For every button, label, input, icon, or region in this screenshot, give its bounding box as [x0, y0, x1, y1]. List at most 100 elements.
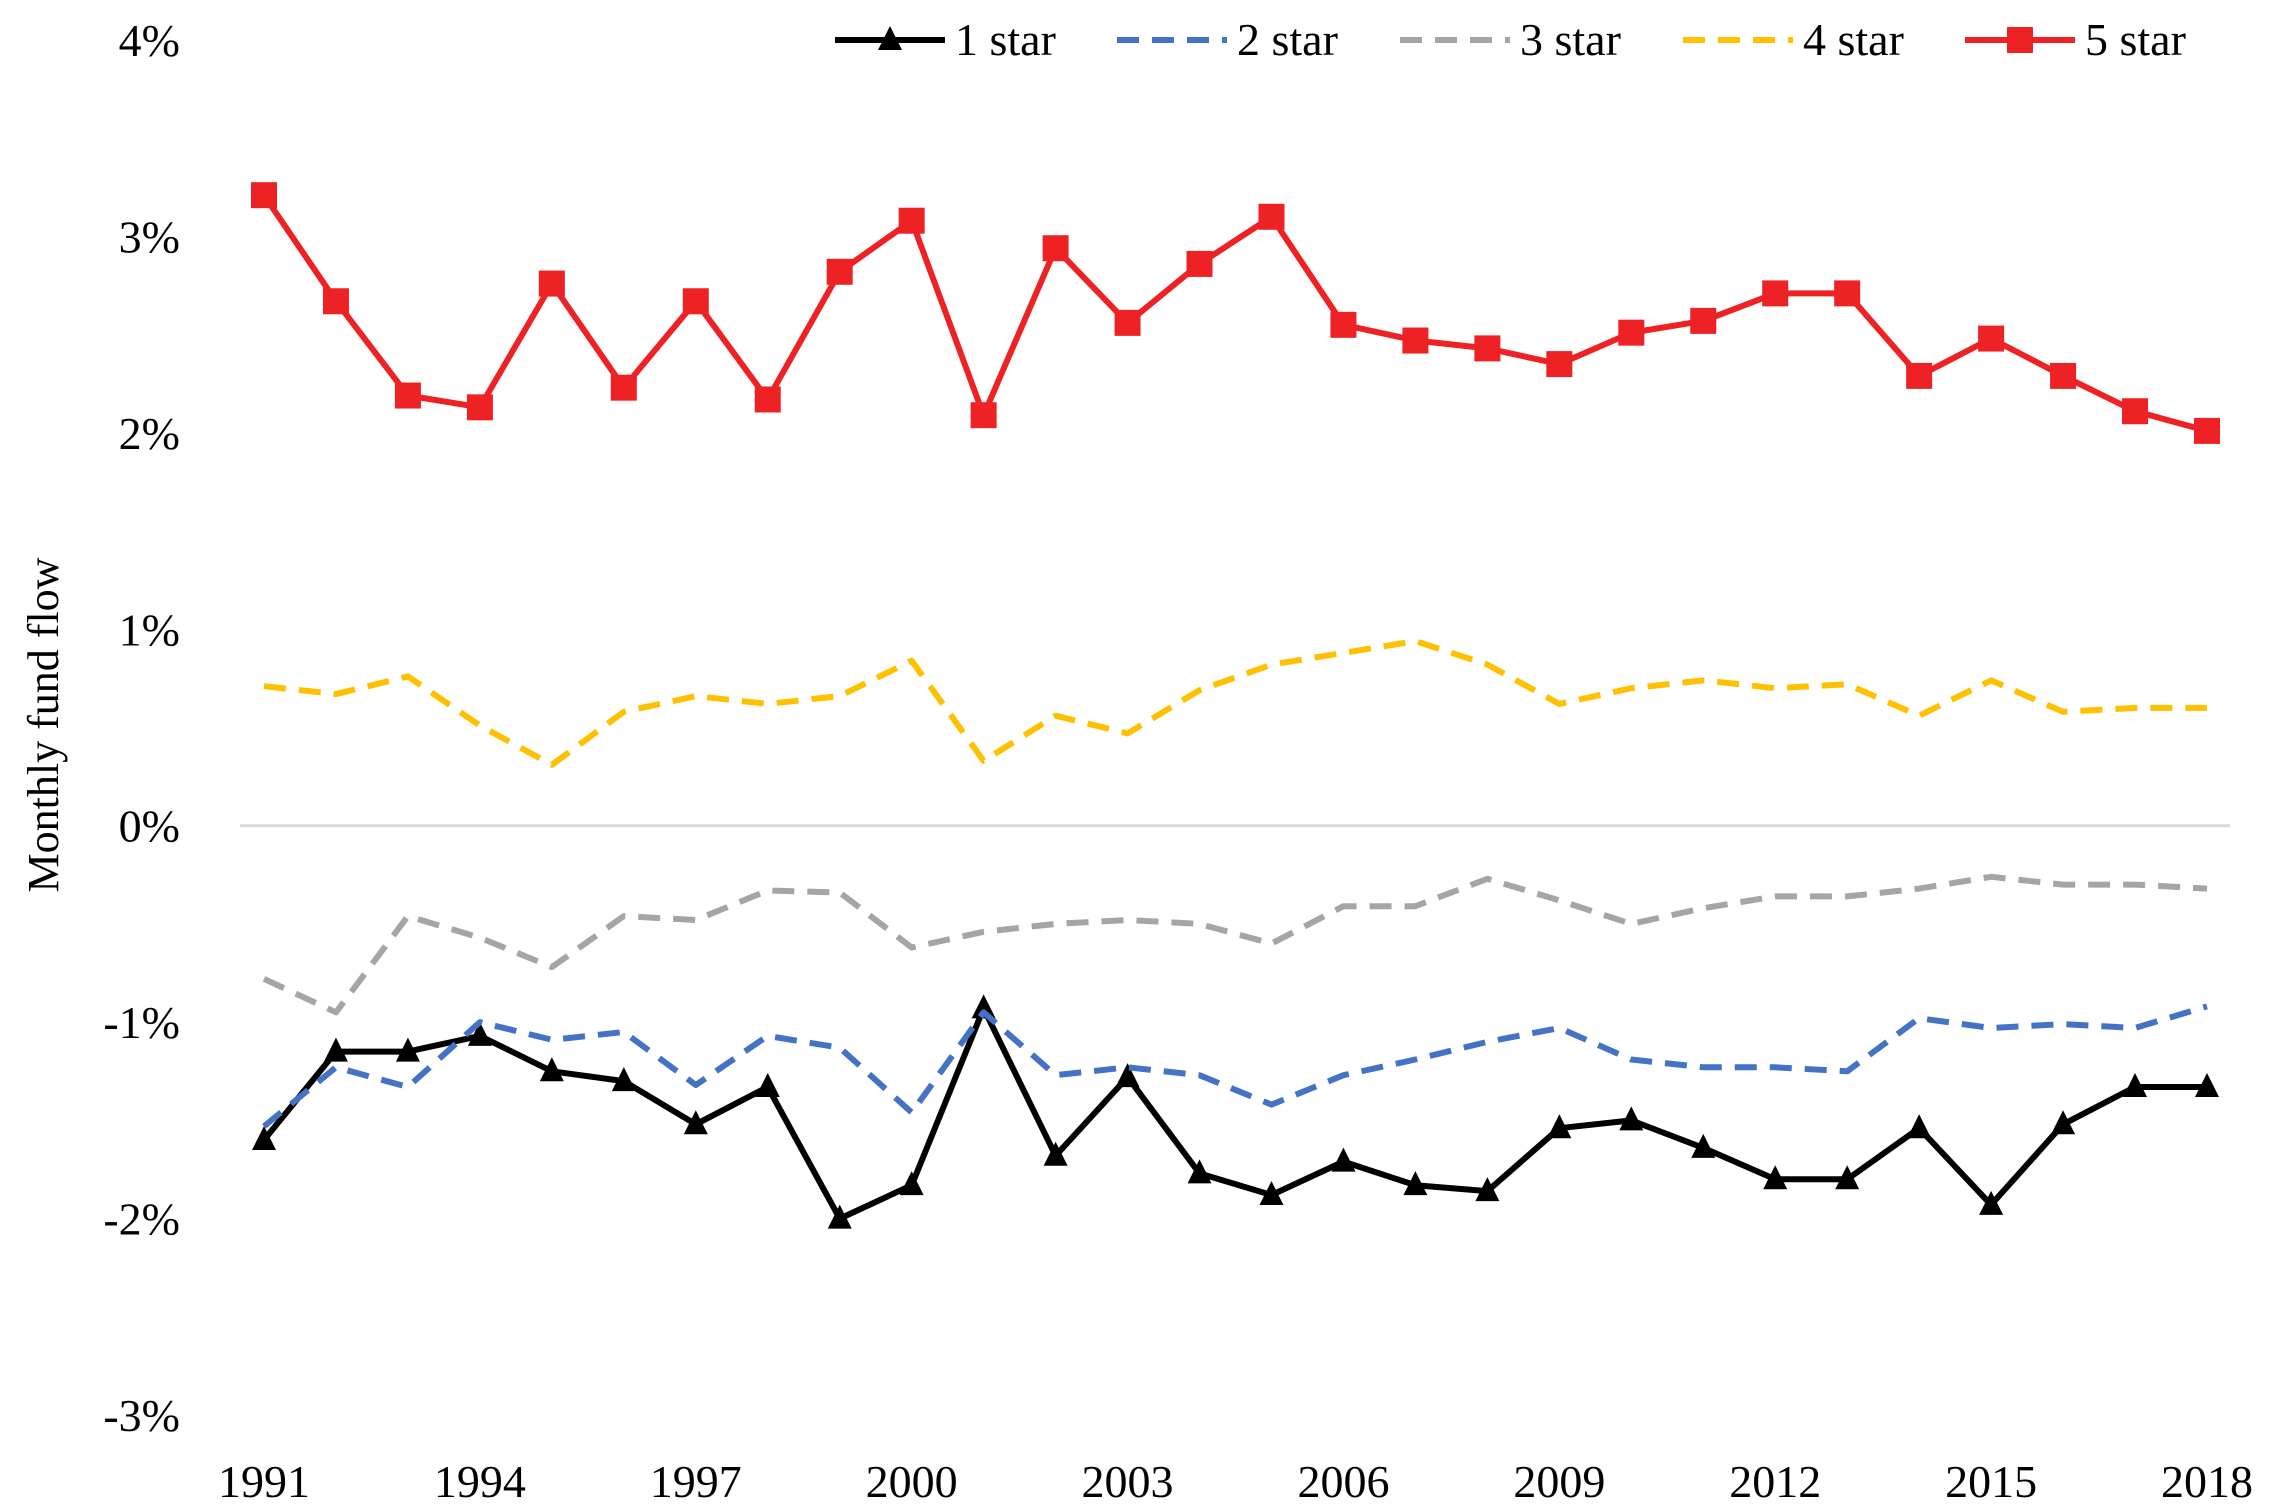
data-point [755, 1072, 780, 1097]
data-point [1618, 319, 1645, 346]
x-tick-label: 2009 [1513, 1456, 1605, 1507]
series-1-group [252, 994, 2219, 1229]
x-tick-label: 1994 [434, 1456, 526, 1507]
data-point [394, 382, 421, 409]
data-point [827, 1204, 852, 1229]
series-5-group [251, 182, 2220, 444]
data-point [2051, 1110, 2076, 1135]
legend-label: 4 star [1803, 14, 1904, 65]
data-point [1258, 203, 1285, 230]
data-point [2195, 1072, 2219, 1097]
data-point [1474, 335, 1501, 362]
data-point [2122, 398, 2149, 425]
data-point [1546, 351, 1573, 378]
data-point [1762, 280, 1789, 307]
data-point [467, 1021, 492, 1046]
series-3-group [262, 873, 2208, 1016]
legend-label: 1 star [955, 14, 1056, 65]
data-point [898, 207, 925, 234]
x-tick-label: 2018 [2161, 1456, 2253, 1507]
data-point [899, 1171, 924, 1196]
y-tick-label: 0% [119, 801, 180, 852]
data-point [1043, 1141, 1068, 1166]
data-point [826, 258, 853, 285]
data-point [1475, 1177, 1500, 1202]
x-tick-label: 2006 [1297, 1456, 1389, 1507]
y-axis-title: Monthly fund flow [19, 557, 68, 892]
legend-item: 1 star [835, 14, 1056, 65]
legend-label: 5 star [2085, 14, 2186, 65]
data-point [1114, 309, 1141, 336]
y-tick-label: 1% [119, 604, 180, 655]
data-point [1402, 327, 1429, 354]
data-point [1835, 1165, 1860, 1190]
x-tick-label: 2000 [866, 1456, 958, 1507]
data-point [1978, 325, 2005, 352]
data-point [1834, 280, 1861, 307]
data-point [2194, 417, 2220, 444]
legend-marker [2007, 27, 2033, 53]
x-tick-label: 1997 [650, 1456, 742, 1507]
legend-label: 2 star [1237, 14, 1338, 65]
data-point [1259, 1181, 1284, 1205]
data-point [1979, 1190, 2004, 1215]
y-tick-label: 3% [119, 211, 180, 262]
series-line [261, 193, 2208, 434]
y-tick-label: 2% [119, 408, 180, 459]
data-point [322, 288, 349, 315]
data-point [1691, 1133, 1716, 1158]
data-point [611, 1067, 636, 1092]
data-point [970, 402, 997, 429]
legend-item: 2 star [1117, 14, 1338, 65]
y-tick-label: -3% [103, 1390, 180, 1441]
data-point [395, 1037, 420, 1062]
x-tick-label: 2003 [1082, 1456, 1174, 1507]
data-point [1403, 1171, 1428, 1196]
data-point [754, 386, 781, 413]
x-tick-label: 2012 [1729, 1456, 1821, 1507]
series-line [263, 638, 2207, 768]
data-point [610, 374, 637, 401]
data-point [682, 288, 709, 315]
data-point [683, 1110, 708, 1135]
data-point [1187, 1159, 1212, 1184]
legend-item: 3 star [1400, 14, 1621, 65]
data-point [251, 182, 277, 209]
data-point [1042, 235, 1069, 262]
x-tick-label: 1991 [218, 1456, 310, 1507]
series-line [261, 1005, 2207, 1222]
data-point [1906, 362, 1933, 389]
data-point [1690, 307, 1717, 334]
data-point [1547, 1114, 1572, 1139]
series-line [262, 1003, 2208, 1129]
y-tick-label: 4% [119, 15, 180, 66]
data-point [1186, 250, 1213, 277]
y-tick-label: -2% [103, 1194, 180, 1245]
legend-item: 5 star [1965, 14, 2186, 65]
series-4-group [263, 638, 2207, 768]
x-tick-labels: 1991 1994 1997 2000 2003 2006 2009 2012 2015 2018 [218, 1456, 2253, 1507]
data-point [1907, 1114, 1932, 1139]
data-point [252, 1126, 276, 1150]
series-line [262, 873, 2208, 1016]
data-point [1331, 1147, 1356, 1172]
data-point [539, 1057, 564, 1082]
legend: 1 star 2 star 3 star 4 star 5 star [835, 14, 2186, 65]
data-point [1115, 1063, 1140, 1088]
y-tick-label: -1% [103, 997, 180, 1048]
legend-marker [878, 26, 902, 50]
data-point [323, 1037, 348, 1062]
data-point [971, 994, 996, 1019]
data-point [1763, 1165, 1788, 1190]
series-2-group [262, 1003, 2208, 1129]
legend-item: 4 star [1683, 14, 1904, 65]
data-point [1619, 1106, 1644, 1131]
series-layer [251, 182, 2220, 1229]
data-point [2123, 1072, 2148, 1097]
data-point [538, 270, 565, 297]
y-tick-labels: 4% 3% 2% 1% 0% -1% -2% -3% [103, 15, 180, 1441]
data-point [466, 394, 493, 421]
data-point [1330, 311, 1357, 338]
legend-label: 3 star [1520, 14, 1621, 65]
x-tick-label: 2015 [1945, 1456, 2037, 1507]
